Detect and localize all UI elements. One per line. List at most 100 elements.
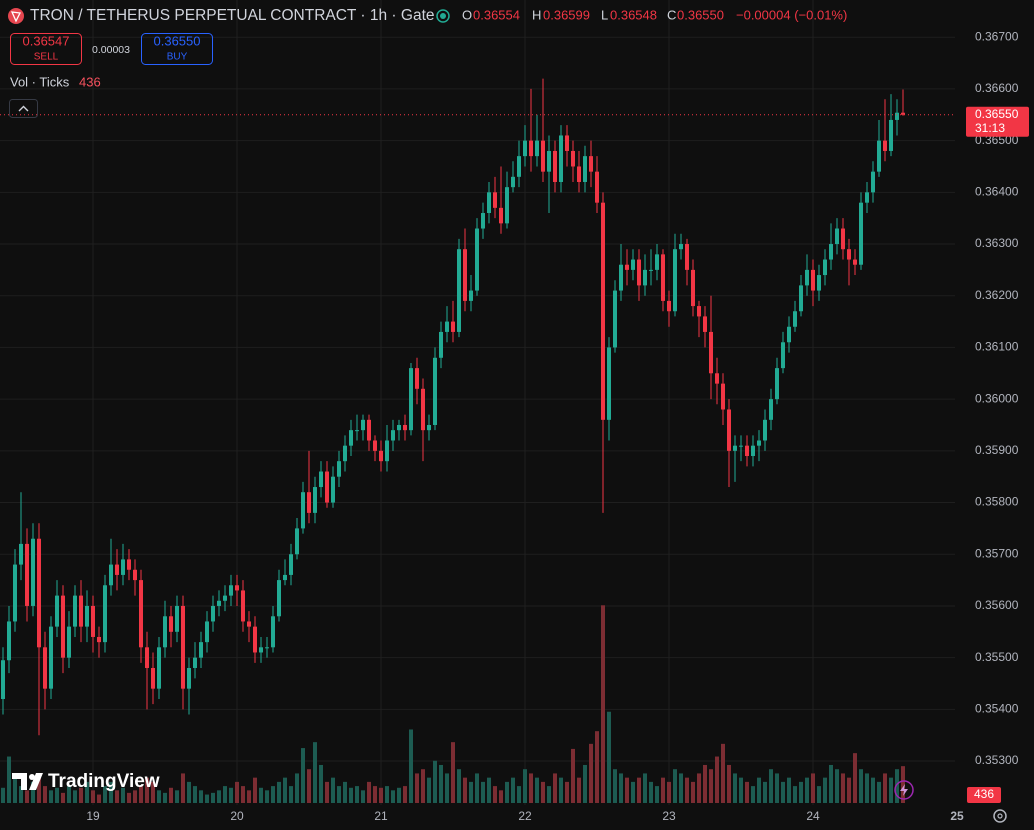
- settings-icon[interactable]: [997, 813, 1003, 819]
- volume-bar: [607, 711, 611, 803]
- buy-label[interactable]: BUY: [167, 52, 188, 63]
- x-tick-label: 22: [518, 809, 532, 823]
- last-price-label: 0.36550: [975, 107, 1019, 121]
- candle-body: [541, 140, 545, 172]
- volume-bar: [655, 786, 659, 803]
- candle-body: [421, 388, 425, 431]
- candle-body: [727, 409, 731, 451]
- candle-body: [7, 621, 11, 661]
- volume-bar: [127, 792, 131, 803]
- volume-bar: [517, 786, 521, 803]
- volume-bar: [145, 777, 149, 803]
- volume-bar: [613, 769, 617, 803]
- volume-bar: [559, 777, 563, 803]
- volume-bar: [661, 777, 665, 803]
- candle-body: [169, 616, 173, 632]
- volume-pane: [1, 605, 905, 803]
- candle-body: [559, 135, 563, 182]
- volume-bar: [457, 769, 461, 803]
- volume-bar: [37, 777, 41, 803]
- candle-body: [25, 543, 29, 606]
- lightning-ring[interactable]: [894, 780, 914, 800]
- y-tick-label: 0.36200: [975, 288, 1019, 302]
- volume-bar: [109, 781, 113, 803]
- volume-bar: [793, 786, 797, 803]
- volume-bar: [43, 786, 47, 803]
- collapse-chevron[interactable]: [18, 105, 29, 112]
- candle-body: [457, 249, 461, 332]
- volume-bar: [427, 777, 431, 803]
- candle-body: [73, 595, 77, 627]
- volume-bar: [709, 769, 713, 803]
- volume-bar: [685, 777, 689, 803]
- candle-body: [499, 207, 503, 224]
- volume-bar: [199, 790, 203, 803]
- sell-label[interactable]: SELL: [34, 52, 59, 63]
- candle-body: [31, 538, 35, 606]
- x-tick-label: 21: [374, 809, 388, 823]
- volume-bar: [19, 786, 23, 803]
- candle-body: [871, 171, 875, 193]
- buy-box[interactable]: [141, 33, 213, 65]
- volume-bar: [133, 790, 137, 803]
- lightning-button[interactable]: [894, 780, 914, 800]
- brand-logo: TradingView: [12, 771, 160, 792]
- y-tick-label: 0.36100: [975, 340, 1019, 354]
- collapse-button[interactable]: [9, 99, 38, 118]
- candle-body: [565, 135, 569, 151]
- volume-bar: [469, 781, 473, 803]
- volume-bar: [223, 786, 227, 803]
- buy-button[interactable]: 0.36550 BUY: [141, 33, 213, 65]
- volume-bar: [205, 794, 209, 803]
- legend-key: L: [601, 7, 608, 22]
- candle-body: [307, 492, 311, 513]
- volume-bar: [433, 760, 437, 803]
- candle-body: [391, 430, 395, 441]
- candle-body: [649, 269, 653, 271]
- volume-bar: [307, 769, 311, 803]
- volume-bar: [847, 777, 851, 803]
- candle-body: [463, 249, 467, 301]
- volume-bar: [91, 790, 95, 803]
- volume-bar: [865, 773, 869, 803]
- volume-bar: [751, 786, 755, 803]
- y-tick-label: 0.35400: [975, 702, 1019, 716]
- settings-icon[interactable]: [993, 809, 1007, 823]
- x-tick-label: 25: [950, 809, 964, 823]
- candle-body: [901, 112, 905, 115]
- volume-bar: [451, 742, 455, 803]
- volume-bar: [301, 748, 305, 803]
- candle-body: [337, 461, 341, 477]
- candle-body: [271, 616, 275, 648]
- candle-body: [409, 368, 413, 431]
- buy-price[interactable]: 0.36550: [154, 33, 201, 48]
- candle-body: [325, 471, 329, 503]
- candle-body: [625, 264, 629, 270]
- volume-bar: [85, 781, 89, 803]
- volume-bar: [763, 781, 767, 803]
- volume-bar: [97, 794, 101, 803]
- volume-bar: [481, 781, 485, 803]
- sell-box[interactable]: [10, 33, 82, 65]
- volume-bar: [859, 769, 863, 803]
- collapse-box[interactable]: [9, 99, 38, 118]
- sell-button[interactable]: 0.36547 SELL: [10, 33, 82, 65]
- sell-price[interactable]: 0.36547: [23, 33, 70, 48]
- candle-body: [475, 228, 479, 291]
- settings-button[interactable]: [993, 809, 1007, 823]
- volume-bar: [67, 786, 71, 803]
- volume-bar: [715, 756, 719, 803]
- candle-body: [187, 667, 191, 689]
- candle-body: [289, 554, 293, 575]
- candle-body: [757, 440, 761, 446]
- candle-body: [793, 311, 797, 327]
- lightning-icon[interactable]: [900, 784, 908, 796]
- market-status-dot: [440, 13, 446, 19]
- candle-body: [631, 259, 635, 270]
- volume-bar: [733, 773, 737, 803]
- volume-bar: [277, 781, 281, 803]
- candle-body: [193, 657, 197, 668]
- candle-body: [697, 306, 701, 317]
- volume-bar: [631, 781, 635, 803]
- brand-name: TradingView: [48, 771, 160, 792]
